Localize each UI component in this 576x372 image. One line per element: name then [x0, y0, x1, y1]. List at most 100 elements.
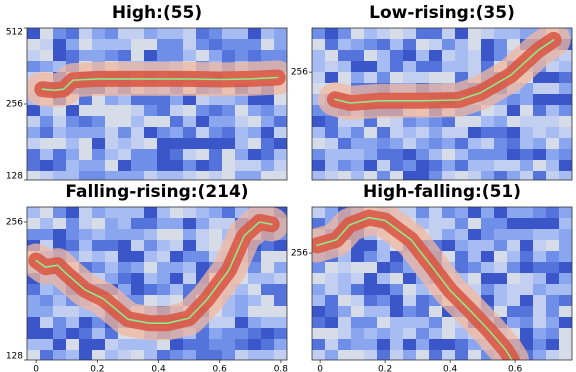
heatmap-cell	[40, 339, 54, 351]
heatmap-cell	[53, 61, 67, 73]
heatmap-cell	[40, 306, 54, 318]
heatmap-cell	[170, 50, 184, 62]
heatmap-cell	[377, 262, 391, 274]
heatmap-cell	[261, 50, 275, 62]
heatmap-cell	[429, 295, 443, 307]
heatmap-cell	[455, 72, 469, 84]
heatmap-cell	[494, 207, 508, 219]
heatmap-cell	[338, 306, 352, 318]
heatmap-cell	[312, 83, 326, 95]
heatmap-cell	[429, 149, 443, 161]
y-tick-label: 128	[6, 172, 23, 182]
pitch-contour	[334, 39, 555, 104]
heatmap-cell	[481, 61, 495, 73]
heatmap-cell	[66, 39, 80, 51]
heatmap-cell	[520, 94, 534, 106]
heatmap-cell	[209, 218, 223, 230]
heatmap-cell	[92, 251, 106, 263]
heatmap-cell	[416, 39, 430, 51]
heatmap-cell	[105, 240, 119, 252]
heatmap-cell	[66, 207, 80, 219]
heatmap-cell	[131, 50, 145, 62]
heatmap-cell	[248, 39, 262, 51]
heatmap-cell	[196, 251, 210, 263]
panel	[312, 28, 572, 180]
heatmap-cell	[468, 251, 482, 263]
heatmap-cell	[468, 116, 482, 128]
heatmap-cell	[429, 72, 443, 84]
heatmap-cell	[429, 138, 443, 150]
heatmap-cell	[559, 328, 572, 340]
heatmap-cell	[442, 116, 456, 128]
heatmap-cell	[546, 262, 560, 274]
heatmap-cell	[235, 39, 249, 51]
heatmap-cell	[559, 94, 572, 106]
heatmap-cell	[416, 317, 430, 329]
heatmap-cell	[403, 28, 417, 40]
heatmap-cell	[53, 218, 67, 230]
heatmap-cell	[533, 328, 547, 340]
heatmap-cell	[27, 328, 41, 340]
heatmap-cell	[351, 306, 365, 318]
heatmap-cell	[533, 295, 547, 307]
heatmap-cell	[66, 105, 80, 117]
heatmap-cell	[533, 339, 547, 351]
heatmap-cell	[196, 339, 210, 351]
heatmap-cell	[325, 138, 339, 150]
heatmap-cell	[222, 116, 236, 128]
heatmap-cell	[274, 251, 287, 263]
heatmap-cell	[559, 284, 572, 296]
y-tick-label: 256	[6, 100, 23, 110]
heatmap-cell	[66, 350, 80, 360]
heatmap-cell	[403, 171, 417, 180]
heatmap-cell	[209, 138, 223, 150]
heatmap-cell	[403, 160, 417, 172]
heatmap-cell	[53, 39, 67, 51]
heatmap-cell	[416, 50, 430, 62]
heatmap-cell	[79, 50, 93, 62]
heatmap-cell	[351, 251, 365, 263]
heatmap-cell	[53, 171, 67, 180]
heatmap-cell	[92, 240, 106, 252]
heatmap-cell	[455, 116, 469, 128]
heatmap-cell	[40, 105, 54, 117]
heatmap-cell	[494, 28, 508, 40]
heatmap-cell	[209, 350, 223, 360]
heatmap-cell	[364, 61, 378, 73]
heatmap-cell	[235, 116, 249, 128]
heatmap-cell	[520, 149, 534, 161]
heatmap-cell	[429, 317, 443, 329]
x-tick-label: 0	[33, 365, 39, 372]
heatmap-cell	[144, 251, 158, 263]
heatmap-cell	[546, 149, 560, 161]
heatmap-cell	[274, 39, 287, 51]
heatmap-cell	[442, 240, 456, 252]
heatmap-cell	[261, 306, 275, 318]
heatmap-cell	[66, 171, 80, 180]
pitch-contour	[316, 216, 513, 360]
heatmap-cell	[170, 229, 184, 241]
heatmap-cell	[157, 229, 171, 241]
heatmap-cell	[27, 149, 41, 161]
heatmap-cell	[157, 207, 171, 219]
heatmap-cell	[546, 207, 560, 219]
heatmap-cell	[429, 160, 443, 172]
heatmap-cell	[248, 350, 262, 360]
heatmap-cell	[92, 160, 106, 172]
heatmap-cell	[533, 273, 547, 285]
heatmap-cell	[312, 273, 326, 285]
heatmap-cell	[377, 72, 391, 84]
heatmap-cell	[209, 328, 223, 340]
heatmap-cell	[274, 171, 287, 180]
heatmap-cell	[209, 339, 223, 351]
heatmap-cell	[170, 94, 184, 106]
heatmap-cell	[79, 116, 93, 128]
heatmap-cell	[170, 240, 184, 252]
heatmap-cell	[235, 339, 249, 351]
heatmap-cell	[79, 94, 93, 106]
heatmap-cell	[40, 218, 54, 230]
heatmap-cell	[559, 160, 572, 172]
heatmap-cell	[546, 339, 560, 351]
heatmap-cell	[559, 350, 572, 360]
heatmap-cell	[546, 273, 560, 285]
